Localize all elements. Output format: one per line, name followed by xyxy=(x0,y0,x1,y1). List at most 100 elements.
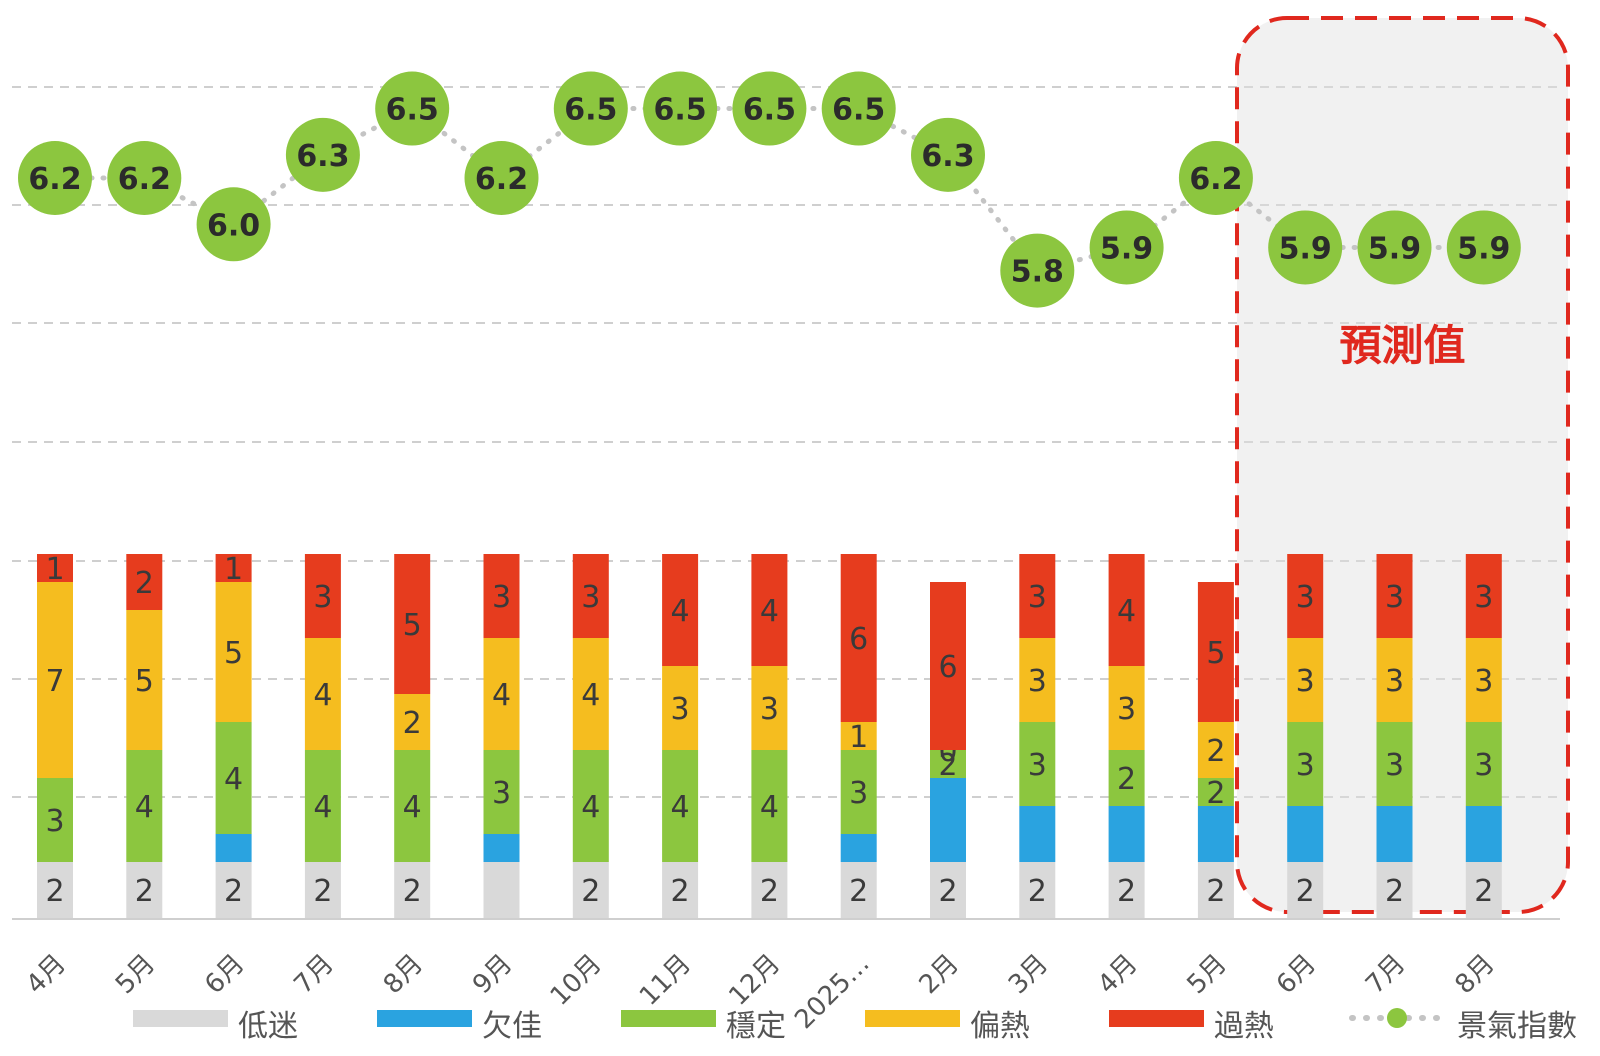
bar-value-label: 3 xyxy=(1385,664,1404,699)
bar-value-label: 2 xyxy=(313,874,332,909)
legend-label: 偏熱 xyxy=(970,1009,1030,1044)
bar-segment-偏熱 xyxy=(662,666,699,750)
bar-value-label: 2 xyxy=(403,706,422,741)
bar-value-label: 4 xyxy=(760,594,779,629)
bar-segment-欠佳 xyxy=(215,834,252,862)
legend-label: 低迷 xyxy=(238,1009,298,1044)
bar-value-label: 3 xyxy=(1028,580,1047,615)
index-point-1: 6.2 xyxy=(107,141,182,215)
bar-segment-偏熱 xyxy=(1019,638,1056,722)
legend-swatch xyxy=(621,1010,716,1027)
bar-segment-欠佳 xyxy=(930,778,966,862)
x-tick-label: 12月 xyxy=(723,949,786,1012)
bar-8: 2 4 3 4 xyxy=(751,554,788,918)
bar-segment-欠佳 xyxy=(1019,806,1056,862)
bar-value-label: 6 xyxy=(849,622,868,657)
index-point-label: 6.5 xyxy=(743,93,796,128)
bar-value-label: 4 xyxy=(313,790,332,825)
bar-segment-穩定 xyxy=(304,750,341,862)
bar-segment-低迷 xyxy=(572,862,609,918)
index-point-circle xyxy=(1089,210,1164,285)
bar-14: 2 3 3 3 xyxy=(1287,554,1324,918)
bar-segment-穩定 xyxy=(751,750,788,862)
bar-value-label: 5 xyxy=(1206,636,1225,671)
bar-1: 2 4 5 2 xyxy=(126,554,163,918)
bar-segment-偏熱 xyxy=(1108,666,1145,750)
bar-segment-過熱 xyxy=(1019,554,1056,638)
bar-value-label: 3 xyxy=(671,692,690,727)
bar-segment-低迷 xyxy=(930,862,966,918)
bar-segment-穩定 xyxy=(572,750,609,862)
bar-segment-偏熱 xyxy=(1465,638,1502,722)
bar-value-label: 6 xyxy=(938,650,957,685)
index-point-4: 6.5 xyxy=(375,71,450,146)
index-point-label: 5.9 xyxy=(1457,231,1510,266)
bar-segment-偏熱 xyxy=(840,722,877,750)
bar-value-label: 3 xyxy=(1028,664,1047,699)
bar-segment-低迷 xyxy=(37,862,73,918)
bar-value-label: 2 xyxy=(1385,874,1404,909)
bar-value-label: 3 xyxy=(1474,664,1493,699)
index-point-circle xyxy=(1446,210,1521,285)
index-point-15: 5.9 xyxy=(1357,210,1432,285)
bar-value-label: 7 xyxy=(45,664,64,699)
bar-value-label: 3 xyxy=(313,580,332,615)
bar-segment-低迷 xyxy=(1019,862,1056,918)
bar-value-label: 2 xyxy=(581,874,600,909)
bar-value-label: 4 xyxy=(403,790,422,825)
index-point-label: 6.3 xyxy=(296,139,349,174)
bar-segment-低迷 xyxy=(1108,862,1145,918)
bar-value-label: 2 xyxy=(1206,776,1225,811)
bar-segment-偏熱 xyxy=(572,638,609,750)
legend-swatch xyxy=(377,1010,472,1027)
bar-segment-偏熱 xyxy=(126,610,163,750)
index-point-label: 6.3 xyxy=(921,139,974,174)
bar-segment-過熱 xyxy=(483,554,520,638)
bar-value-label: 2 xyxy=(403,874,422,909)
bar-value-label: 3 xyxy=(1028,748,1047,783)
bar-segment-過熱 xyxy=(126,554,163,610)
x-tick-label: 6月 xyxy=(1271,949,1322,1000)
index-point-circle xyxy=(1178,141,1253,215)
bar-13: 2 2 2 5 xyxy=(1197,582,1234,918)
index-point-circle xyxy=(821,71,896,146)
x-tick-label: 2月 xyxy=(914,949,965,1000)
index-point-2: 6.0 xyxy=(196,187,271,262)
legend-swatch xyxy=(865,1010,960,1027)
legend-item-低迷: 低迷 xyxy=(133,1009,298,1044)
x-tick-label: 4月 xyxy=(21,949,72,1000)
bar-value-label: 2 xyxy=(45,874,64,909)
bar-value-label: 4 xyxy=(581,678,600,713)
x-tick-label: 9月 xyxy=(467,949,518,1000)
index-point-10: 6.3 xyxy=(911,117,985,192)
bar-value-label: 4 xyxy=(492,678,511,713)
bar-value-label: 4 xyxy=(581,790,600,825)
legend-item-index: 景氣指數 xyxy=(1349,1008,1577,1044)
x-tick-label: 5月 xyxy=(1182,949,1233,1000)
index-point-circle xyxy=(196,187,271,262)
index-point-circle xyxy=(1000,233,1075,308)
index-point-label: 5.8 xyxy=(1011,255,1064,290)
index-point-label: 6.5 xyxy=(386,93,439,128)
bar-value-label: 2 xyxy=(938,748,957,783)
bar-segment-欠佳 xyxy=(483,834,520,862)
bar-value-label: 3 xyxy=(492,776,511,811)
bar-segment-欠佳 xyxy=(1376,806,1413,862)
bar-4: 2 4 2 5 xyxy=(394,554,431,918)
bar-segment-過熱 xyxy=(840,554,877,722)
bar-segment-偏熱 xyxy=(483,638,520,750)
stacked-bars: 2371245224512443242534324432434243423162… xyxy=(37,552,1502,918)
bar-value-label: 1 xyxy=(45,552,64,587)
bar-value-label: 3 xyxy=(849,776,868,811)
index-point-circle xyxy=(911,117,985,192)
bar-segment-過熱 xyxy=(37,554,73,582)
bar-segment-穩定 xyxy=(840,750,877,834)
bar-segment-過熱 xyxy=(1465,554,1502,638)
bar-segment-欠佳 xyxy=(1465,806,1502,862)
index-point-circle xyxy=(107,141,182,215)
bar-segment-穩定 xyxy=(1376,722,1413,806)
x-tick-label: 4月 xyxy=(1092,949,1143,1000)
index-line: 6.2 6.2 6.0 6.3 6.5 6.2 6.5 6.5 6.5 6.5 6.3 5.8 5.9 6… xyxy=(18,71,1521,308)
bar-15: 2 3 3 3 xyxy=(1376,554,1413,918)
bar-value-label: 2 xyxy=(224,874,243,909)
